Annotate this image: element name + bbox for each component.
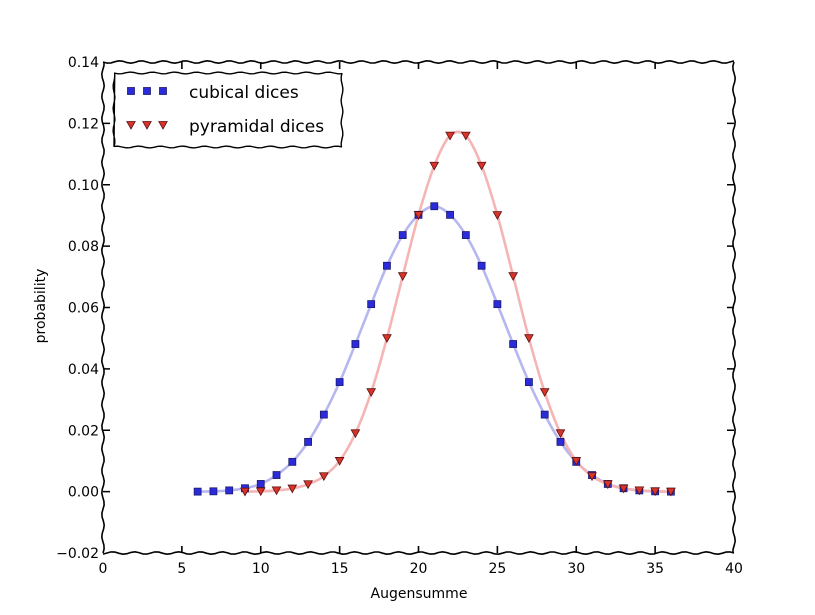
data-point-1-31 <box>587 472 597 482</box>
data-point-1-36 <box>666 487 676 497</box>
tick-labels: 0 5 10 15 20 25 30 35 40 −0.02 0.00 0.02 0.04 0.06 0.0… <box>56 55 743 577</box>
data-point-0-19 <box>398 231 407 239</box>
data-point-0-11 <box>272 471 281 479</box>
y-axis-label: probability <box>33 269 49 344</box>
legend-marker-square-2 <box>159 87 167 95</box>
data-point-1-24 <box>476 161 487 171</box>
data-point-1-12 <box>287 484 298 494</box>
x-tick-label-5: 5 <box>177 561 186 577</box>
x-tick-label-20: 20 <box>410 561 428 577</box>
legend-marker-triangle-1 <box>142 121 152 130</box>
data-point-0-17 <box>367 300 376 309</box>
data-point-1-19 <box>397 272 408 282</box>
x-tick-label-10: 10 <box>252 561 270 577</box>
data-point-0-13 <box>304 438 312 446</box>
series-markers <box>193 131 676 497</box>
series-line-0 <box>197 204 671 493</box>
data-point-0-6 <box>193 487 202 496</box>
data-point-1-15 <box>334 457 345 466</box>
data-point-0-28 <box>540 410 549 419</box>
x-tick-label-25: 25 <box>488 561 506 577</box>
data-point-1-14 <box>318 472 329 482</box>
x-tick-label-35: 35 <box>646 561 664 577</box>
data-point-1-20 <box>413 211 424 220</box>
data-point-1-22 <box>445 131 455 141</box>
y-tick-label-1: 0.00 <box>68 485 99 501</box>
data-point-0-27 <box>525 378 533 386</box>
data-point-1-29 <box>555 429 566 439</box>
data-point-1-26 <box>508 272 519 282</box>
y-tick-label-0: −0.02 <box>56 546 99 562</box>
data-point-0-22 <box>446 210 454 219</box>
data-point-0-10 <box>256 480 265 488</box>
legend-marker-triangle-2 <box>158 121 168 130</box>
data-point-0-18 <box>383 261 391 270</box>
data-point-0-16 <box>351 340 360 348</box>
data-point-1-13 <box>303 480 313 490</box>
legend-marker-triangle-0 <box>126 121 136 130</box>
data-point-1-25 <box>492 211 503 220</box>
data-point-1-34 <box>634 486 645 496</box>
data-point-0-12 <box>288 457 297 466</box>
data-point-1-11 <box>271 486 282 496</box>
data-point-0-25 <box>493 300 502 309</box>
data-point-0-8 <box>225 486 234 495</box>
data-point-1-32 <box>602 480 613 490</box>
data-point-1-18 <box>382 334 392 344</box>
data-point-0-29 <box>556 438 565 446</box>
data-point-0-26 <box>509 340 518 348</box>
series-line-1 <box>244 130 671 493</box>
data-point-0-21 <box>430 202 439 211</box>
y-tick-label-5: 0.08 <box>68 239 99 255</box>
x-tick-label-15: 15 <box>331 561 349 577</box>
y-tick-label-7: 0.12 <box>68 116 99 132</box>
data-point-1-28 <box>539 388 550 398</box>
legend: cubical dices pyramidal dices <box>112 71 344 149</box>
data-point-1-27 <box>524 334 534 344</box>
data-point-1-33 <box>618 484 629 494</box>
data-point-0-23 <box>461 231 470 239</box>
y-tick-label-8: 0.14 <box>68 55 99 71</box>
legend-marker-pyramidal <box>126 121 168 130</box>
legend-marker-square-0 <box>127 87 135 95</box>
y-tick-label-3: 0.04 <box>68 362 99 378</box>
data-point-1-16 <box>350 429 361 439</box>
axis-ticks <box>103 62 734 553</box>
x-tick-label-40: 40 <box>725 561 743 577</box>
y-tick-label-4: 0.06 <box>68 301 99 317</box>
legend-frame <box>112 71 344 149</box>
data-point-1-35 <box>650 487 661 497</box>
y-tick-label-6: 0.10 <box>68 178 99 194</box>
x-tick-label-30: 30 <box>567 561 585 577</box>
data-point-1-30 <box>571 457 582 466</box>
data-point-1-23 <box>460 131 471 141</box>
series-lines <box>197 130 671 493</box>
y-tick-label-2: 0.02 <box>68 423 99 439</box>
legend-label-pyramidal: pyramidal dices <box>189 117 324 137</box>
data-point-0-14 <box>319 410 328 419</box>
data-point-0-24 <box>477 261 486 270</box>
data-point-1-21 <box>429 161 440 171</box>
data-point-1-17 <box>366 388 377 398</box>
x-tick-label-0: 0 <box>99 561 108 577</box>
data-point-0-7 <box>209 487 218 496</box>
legend-marker-cubical <box>127 87 167 95</box>
x-axis-label: Augensumme <box>371 586 468 602</box>
legend-marker-square-1 <box>143 87 151 95</box>
legend-label-cubical: cubical dices <box>189 83 299 103</box>
data-point-1-10 <box>255 487 266 497</box>
data-point-1-9 <box>240 487 250 497</box>
data-point-0-15 <box>335 378 344 386</box>
